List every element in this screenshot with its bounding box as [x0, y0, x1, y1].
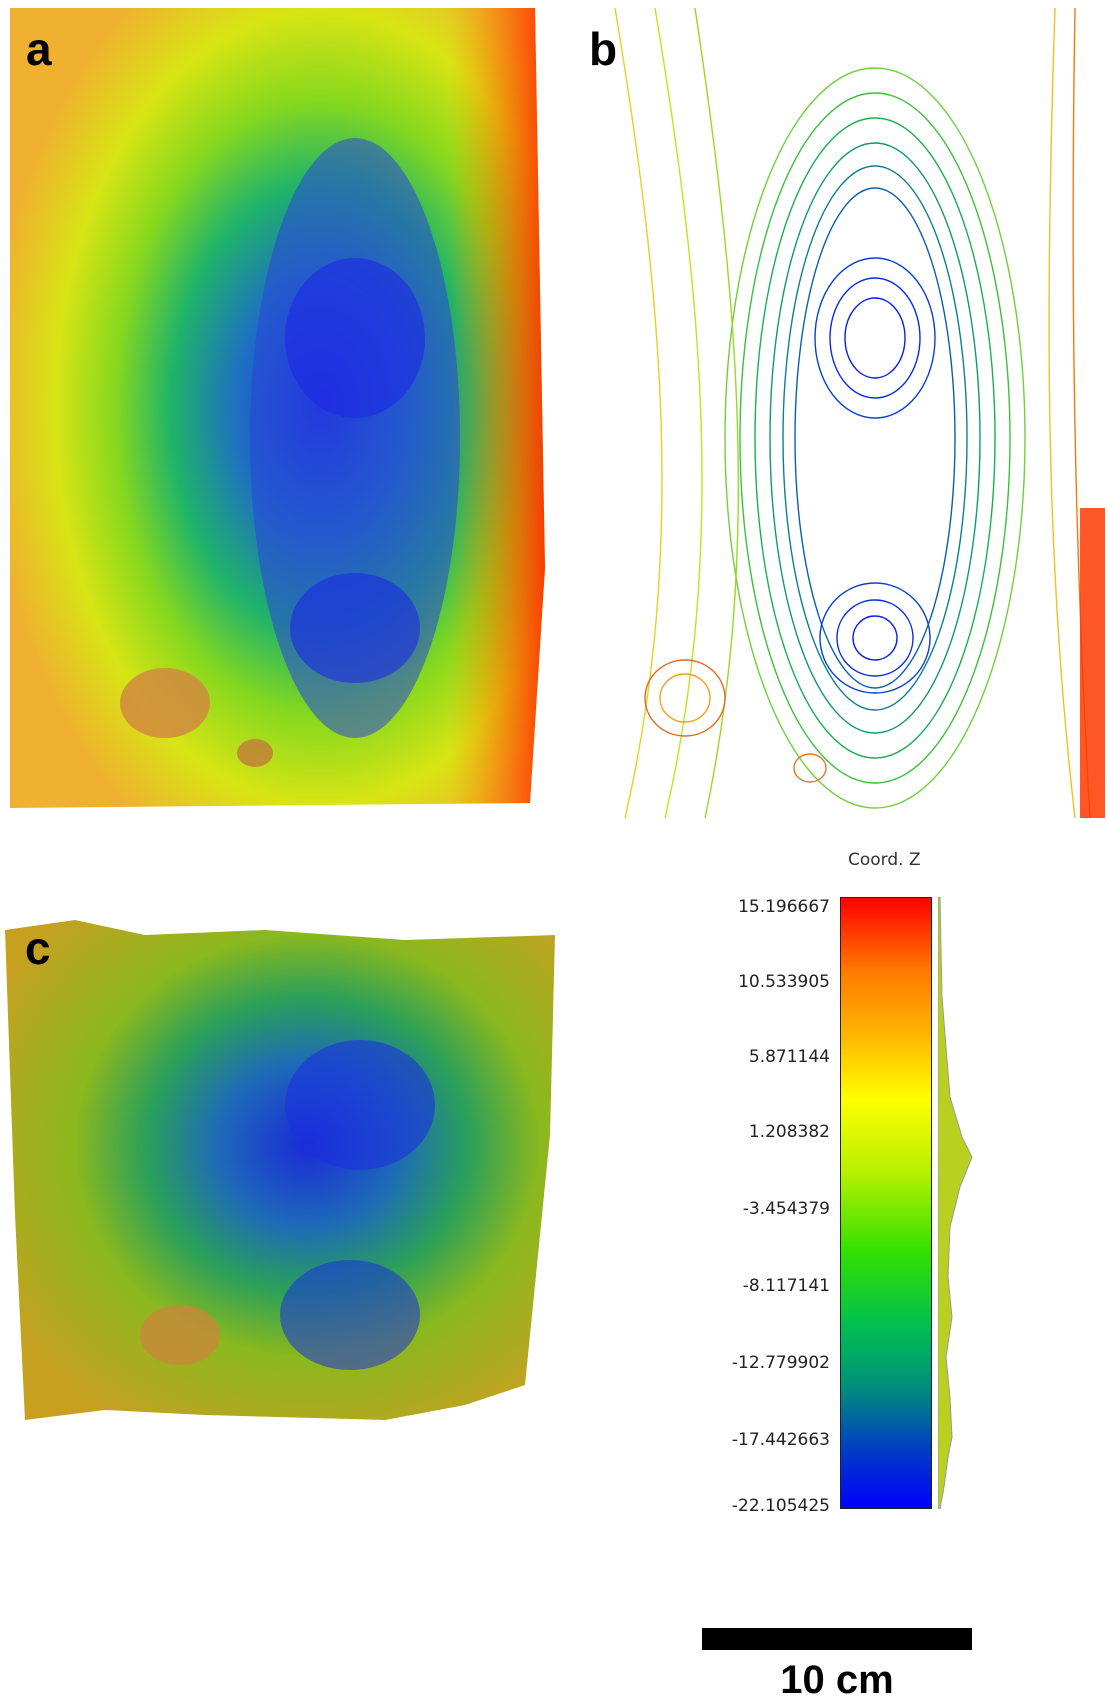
panel-label-c: c	[25, 922, 51, 974]
colorbar-tick: 5.871144	[748, 1047, 830, 1067]
panel-c-3d-surface: c	[5, 915, 560, 1435]
panel-label-a: a	[26, 23, 52, 75]
colorbar-tick: -22.105425	[731, 1496, 830, 1516]
contour-map-image	[575, 8, 1105, 818]
colorbar-tick: -12.779902	[731, 1353, 830, 1373]
scale-bar	[702, 1628, 972, 1650]
panel-b-contour-map: b	[575, 8, 1105, 818]
color-legend: Coord. Z 15.196667 10.533905 5.871144 1.…	[700, 850, 1020, 1530]
colorbar-tick: -8.117141	[742, 1276, 830, 1296]
scale-bar-label: 10 cm	[780, 1658, 894, 1702]
colorbar-tick: -17.442663	[731, 1430, 830, 1450]
panel-label-b: b	[589, 23, 618, 75]
colorbar-histogram	[938, 897, 973, 1509]
colorbar-title: Coord. Z	[848, 850, 921, 870]
elevation-map-image	[10, 8, 545, 808]
surface-3d-image	[5, 920, 555, 1420]
panel-a-elevation-map: a	[10, 8, 545, 808]
colorbar-tick: -3.454379	[742, 1199, 830, 1219]
colorbar-gradient	[840, 897, 932, 1509]
colorbar-tick: 10.533905	[738, 972, 830, 992]
colorbar-tick: 15.196667	[738, 897, 830, 917]
colorbar-tick: 1.208382	[748, 1122, 830, 1142]
